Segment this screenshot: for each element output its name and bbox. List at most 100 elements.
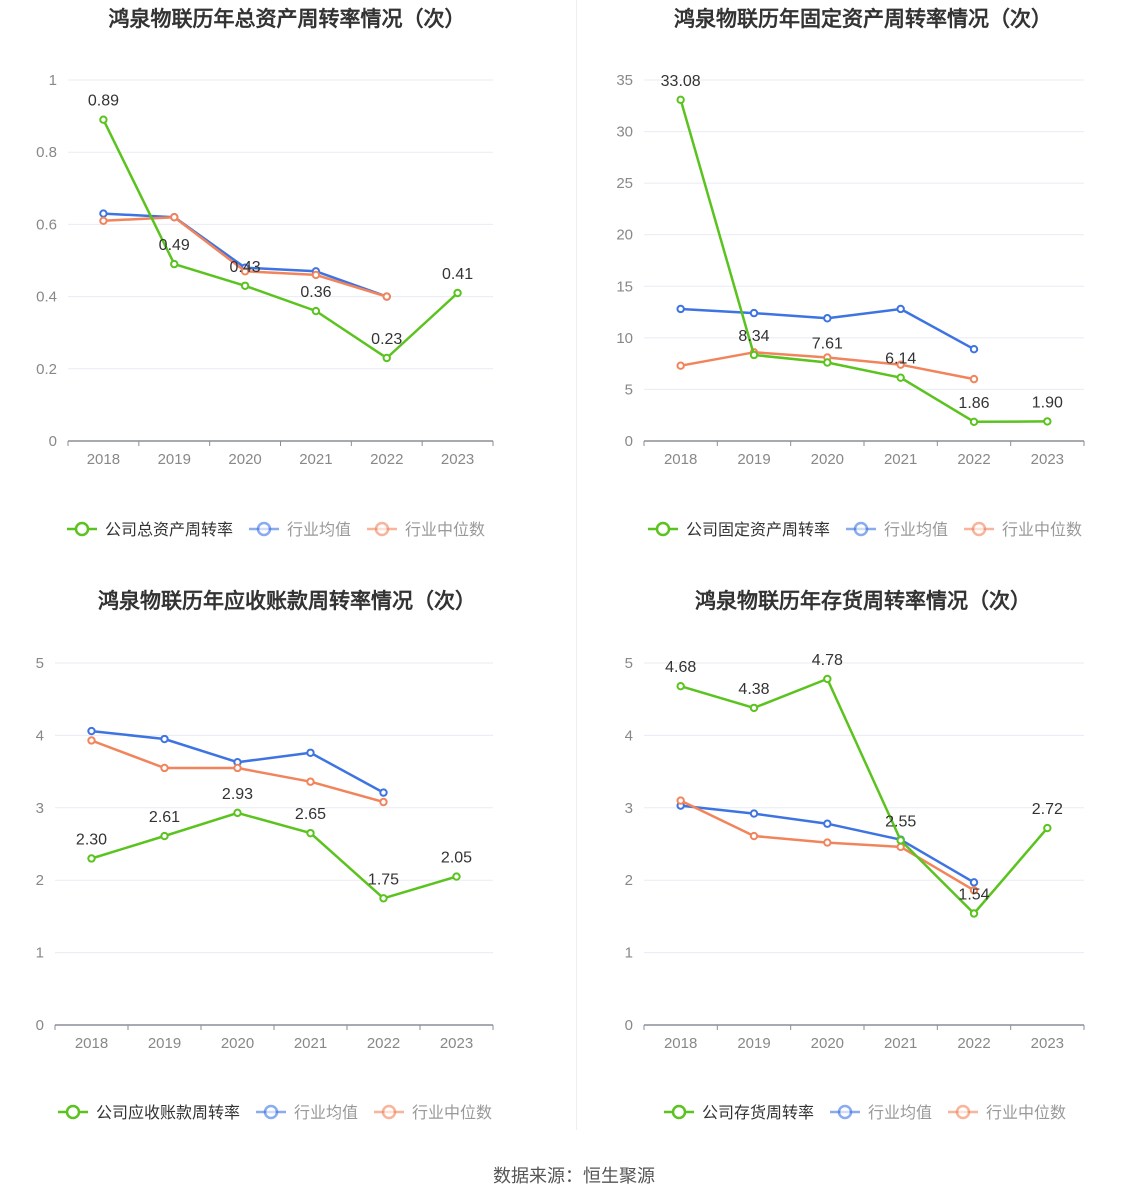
y-tick-label: 0.8 (36, 144, 57, 161)
legend-item-company[interactable]: 公司固定资产周转率 (648, 521, 830, 539)
legend-circle-icon (374, 521, 390, 537)
x-tick-label: 2021 (884, 451, 917, 468)
chart-title: 鸿泉物联历年固定资产周转率情况（次） (674, 7, 1052, 31)
data-point-company (99, 115, 108, 124)
y-tick-label: 2 (36, 872, 44, 889)
data-label: 2.30 (76, 831, 107, 848)
data-source-note: 数据来源：恒生聚源 (493, 1166, 655, 1186)
legend-circle-icon (671, 1104, 687, 1120)
x-tick-label: 2023 (441, 451, 474, 468)
x-tick-label: 2023 (1031, 451, 1064, 468)
data-point-median (969, 374, 979, 384)
data-point-company (160, 831, 169, 841)
data-label: 6.14 (885, 351, 916, 368)
y-tick-label: 5 (625, 655, 633, 672)
data-point-company (87, 854, 96, 863)
x-tick-label: 2023 (440, 1035, 473, 1052)
y-tick-label: 1 (625, 945, 633, 962)
chart-panel-fixed-asset-turnover: 鸿泉物联历年固定资产周转率情况（次） 0 5 10 15 20 25 30 35 2018 2019… (576, 0, 1148, 582)
data-label: 0.49 (159, 237, 190, 254)
data-point-company (382, 353, 391, 363)
legend-label: 行业中位数 (405, 521, 485, 539)
legend-item-avg[interactable]: 行业均值 (846, 521, 948, 539)
legend-label: 公司存货周转率 (702, 1104, 814, 1122)
data-point-median (379, 797, 388, 807)
series-line-company (680, 677, 1049, 915)
legend-item-median[interactable]: 行业中位数 (374, 1104, 492, 1122)
data-point-median (823, 838, 832, 847)
data-label: 8.34 (738, 328, 769, 345)
data-label: 7.61 (812, 336, 843, 353)
data-point-avg (969, 345, 979, 354)
y-tick-label: 4 (36, 727, 44, 744)
data-label: 1.90 (1032, 394, 1063, 411)
data-label: 2.61 (149, 809, 180, 826)
y-tick-label: 5 (625, 381, 633, 398)
legend-label: 行业中位数 (986, 1104, 1066, 1122)
data-point-avg (749, 308, 759, 318)
data-label: 1.75 (368, 871, 399, 888)
legend-circle-icon (381, 1104, 397, 1120)
legend-item-avg[interactable]: 行业均值 (830, 1104, 932, 1122)
data-point-company (823, 674, 832, 684)
x-tick-label: 2021 (294, 1035, 327, 1052)
x-tick-label: 2018 (75, 1035, 108, 1052)
legend-label: 行业中位数 (1002, 521, 1082, 539)
data-point-median (749, 831, 759, 841)
data-point-avg (896, 304, 905, 314)
x-tick-label: 2019 (737, 1035, 770, 1052)
x-tick-label: 2020 (228, 451, 261, 468)
x-tick-label: 2020 (811, 1035, 844, 1052)
y-tick-label: 15 (616, 278, 633, 295)
legend-label: 公司总资产周转率 (105, 521, 233, 539)
x-tick-label: 2021 (299, 451, 332, 468)
y-tick-label: 0 (625, 433, 633, 450)
legend-item-company[interactable]: 公司存货周转率 (664, 1104, 814, 1122)
x-tick-label: 2019 (158, 451, 191, 468)
data-point-company (823, 358, 832, 367)
data-point-median (99, 216, 108, 225)
y-tick-label: 4 (625, 727, 633, 744)
series-line-company (102, 119, 459, 360)
legend-item-median[interactable]: 行业中位数 (367, 521, 485, 539)
chart-panel-receivables-turnover: 鸿泉物联历年应收账款周转率情况（次） 0 1 2 3 4 5 2018 2019 2020 2021… (0, 582, 574, 1164)
data-label: 4.78 (812, 652, 843, 669)
x-tick-label: 2018 (664, 451, 697, 468)
x-tick-label: 2023 (1031, 1035, 1064, 1052)
data-point-company (240, 281, 250, 290)
data-point-avg (160, 734, 169, 744)
y-tick-label: 3 (36, 800, 44, 817)
legend-item-avg[interactable]: 行业均值 (249, 521, 351, 539)
data-point-avg (749, 809, 759, 818)
legend-item-company[interactable]: 公司应收账款周转率 (58, 1103, 240, 1122)
y-tick-label: 30 (616, 124, 633, 141)
data-point-median (160, 763, 169, 773)
data-label: 1.54 (958, 887, 989, 904)
data-point-median (382, 292, 391, 301)
legend-item-median[interactable]: 行业中位数 (964, 521, 1082, 539)
data-point-median (306, 777, 315, 786)
data-point-company (676, 95, 685, 105)
data-label: 2.05 (441, 850, 472, 867)
data-point-company (311, 306, 321, 316)
legend-item-median[interactable]: 行业中位数 (948, 1104, 1066, 1122)
legend-circle-icon (971, 521, 987, 537)
data-point-company (896, 836, 905, 845)
chart-svg: 鸿泉物联历年存货周转率情况（次） 0 1 2 3 4 5 2018 2019 2020 2021 20… (625, 589, 1085, 1122)
legend-item-avg[interactable]: 行业均值 (256, 1104, 358, 1122)
data-label: 2.93 (222, 786, 253, 803)
data-point-median (240, 267, 250, 276)
data-label: 0.36 (300, 284, 331, 301)
data-point-company (969, 909, 979, 918)
x-tick-label: 2022 (957, 451, 990, 468)
data-point-company (896, 373, 905, 382)
x-tick-label: 2020 (221, 1035, 254, 1052)
data-point-company (453, 288, 462, 298)
y-tick-label: 0.2 (36, 361, 57, 378)
data-label: 1.86 (958, 395, 989, 412)
legend-item-company[interactable]: 公司总资产周转率 (67, 521, 233, 539)
data-point-company (452, 872, 461, 881)
data-point-company (1043, 823, 1052, 833)
y-tick-label: 25 (616, 175, 633, 192)
legend-label: 行业均值 (294, 1104, 358, 1122)
